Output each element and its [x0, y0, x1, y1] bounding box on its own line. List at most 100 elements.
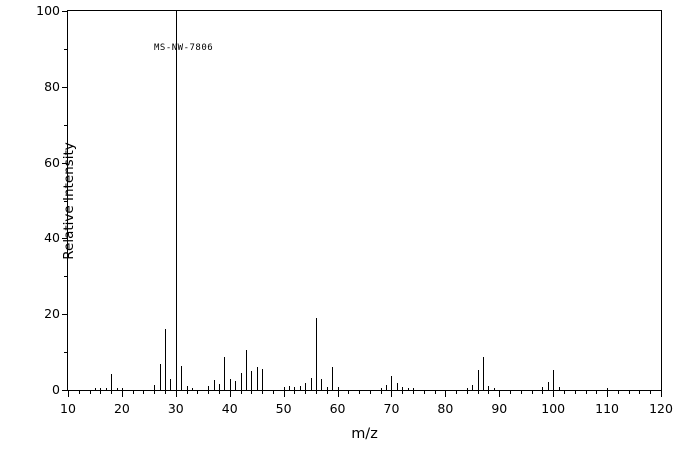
x-axis-tick-minor	[187, 390, 188, 394]
spectrum-peak	[294, 386, 295, 390]
x-axis-tick-minor	[133, 390, 134, 394]
y-axis-tick-label: 0	[52, 382, 60, 397]
x-axis-tick-minor	[79, 390, 80, 394]
spectrum-peak	[95, 387, 96, 390]
x-axis-tick-minor	[241, 390, 242, 394]
spectrum-peak	[214, 379, 215, 390]
spectrum-peak	[494, 388, 495, 390]
spectrum-peak	[106, 388, 107, 390]
spectrum-peak	[542, 386, 543, 390]
x-axis-tick-minor	[521, 390, 522, 394]
x-axis-tick-minor	[154, 390, 155, 394]
x-axis-tick-minor	[456, 390, 457, 394]
x-axis-tick-label: 30	[167, 401, 184, 416]
x-axis-tick-minor	[294, 390, 295, 394]
spectrum-peak	[224, 357, 225, 390]
x-axis-tick-minor	[413, 390, 414, 394]
x-axis-tick-minor	[435, 390, 436, 394]
y-axis-tick-label: 80	[44, 79, 60, 94]
x-axis-tick-minor	[219, 390, 220, 394]
x-axis-tick-major	[176, 390, 177, 397]
x-axis-tick-major	[68, 390, 69, 397]
spectrum-peak	[230, 378, 231, 390]
spectrum-peak	[402, 386, 403, 390]
spectrum-peak	[100, 388, 101, 390]
x-axis-tick-minor	[305, 390, 306, 394]
x-axis-tick-label: 100	[541, 401, 566, 416]
x-axis-tick-major	[553, 390, 554, 397]
x-axis-tick-minor	[467, 390, 468, 394]
x-axis-tick-label: 70	[383, 401, 400, 416]
x-axis-tick-minor	[488, 390, 489, 394]
spectrum-peak	[300, 386, 301, 390]
y-axis-tick-major	[62, 238, 68, 239]
y-axis-tick-label: 20	[44, 306, 60, 321]
x-axis-tick-label: 90	[491, 401, 508, 416]
spectrum-peak	[187, 386, 188, 390]
spectrum-peak	[559, 386, 560, 390]
x-axis-tick-minor	[370, 390, 371, 394]
x-axis-tick-minor	[359, 390, 360, 394]
spectrum-peak	[192, 388, 193, 390]
spectrum-peak	[332, 366, 333, 390]
x-axis-tick-minor	[208, 390, 209, 394]
spectrum-plot-area	[68, 11, 661, 390]
spectrum-peak	[391, 376, 392, 390]
spectrum-peak	[165, 328, 166, 390]
spectrum-peak	[413, 388, 414, 390]
x-axis-tick-minor	[348, 390, 349, 394]
x-axis-tick-major	[230, 390, 231, 397]
sample-label: MS-NW-7806	[154, 43, 214, 53]
spectrum-peak	[117, 387, 118, 390]
x-axis-tick-minor	[596, 390, 597, 394]
x-axis-tick-label: 20	[113, 401, 130, 416]
spectrum-peak	[305, 383, 306, 390]
x-axis-tick-minor	[629, 390, 630, 394]
spectrum-peak	[478, 369, 479, 390]
spectrum-peak	[289, 386, 290, 390]
x-axis-tick-minor	[542, 390, 543, 394]
x-axis-tick-major	[391, 390, 392, 397]
y-axis-tick-minor	[64, 201, 68, 202]
spectrum-peak	[181, 366, 182, 390]
spectrum-peak	[472, 385, 473, 390]
x-axis-tick-minor	[575, 390, 576, 394]
x-axis-tick-major	[607, 390, 608, 397]
spectrum-peak	[386, 384, 387, 390]
y-axis-tick-minor	[64, 352, 68, 353]
y-axis-tick-label: 40	[44, 230, 60, 245]
spectrum-peak	[176, 11, 177, 390]
y-axis-tick-major	[62, 11, 68, 12]
x-axis-tick-major	[661, 390, 662, 397]
spectrum-peak	[257, 367, 258, 390]
spectrum-peak	[327, 386, 328, 390]
x-axis-tick-minor	[111, 390, 112, 394]
x-axis-tick-minor	[100, 390, 101, 394]
x-axis-tick-minor	[90, 390, 91, 394]
x-axis-tick-major	[499, 390, 500, 397]
x-axis-tick-minor	[273, 390, 274, 394]
x-axis-tick-minor	[316, 390, 317, 394]
spectrum-peak	[160, 364, 161, 390]
y-axis-tick-minor	[64, 276, 68, 277]
x-axis-tick-label: 110	[595, 401, 620, 416]
x-axis-tick-minor	[586, 390, 587, 394]
spectrum-peak	[381, 387, 382, 390]
x-axis-tick-label: 120	[649, 401, 673, 416]
spectrum-peak	[408, 388, 409, 390]
x-axis-tick-major	[445, 390, 446, 397]
x-axis-tick-minor	[650, 390, 651, 394]
x-axis-tick-minor	[510, 390, 511, 394]
spectrum-peak	[170, 378, 171, 390]
spectrum-peak	[321, 378, 322, 390]
x-axis-tick-minor	[639, 390, 640, 394]
x-axis-tick-major	[122, 390, 123, 397]
y-axis-tick-major	[62, 390, 68, 391]
x-axis-tick-major	[284, 390, 285, 397]
spectrum-peak	[397, 383, 398, 390]
x-axis-tick-minor	[143, 390, 144, 394]
x-axis-tick-label: 10	[60, 401, 76, 416]
spectrum-peak	[208, 386, 209, 390]
y-axis-tick-major	[62, 314, 68, 315]
